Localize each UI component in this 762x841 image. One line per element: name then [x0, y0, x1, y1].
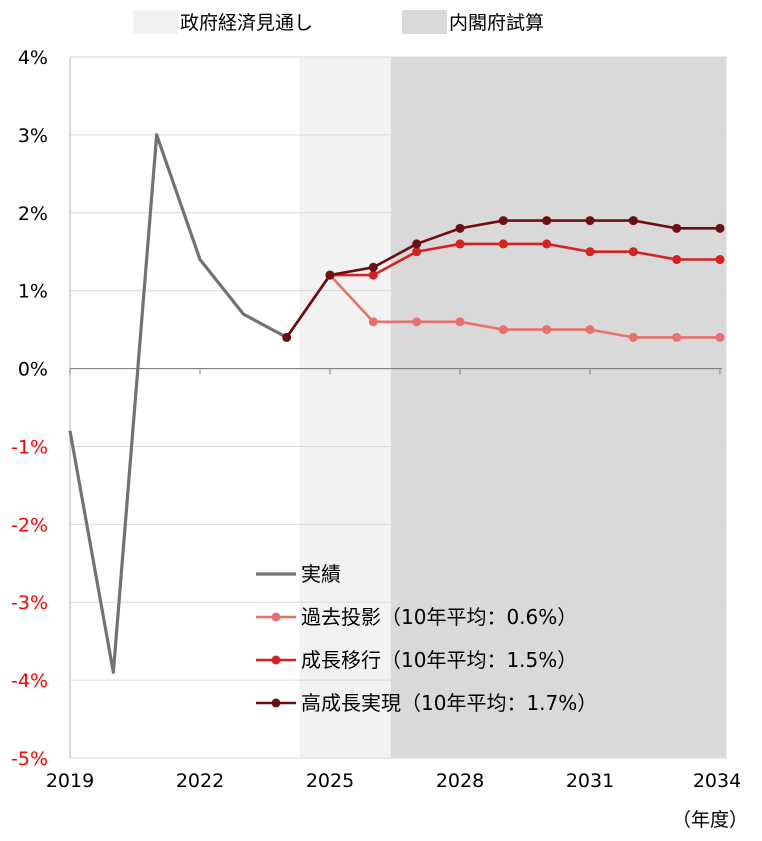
x-tick-label-3: 2028 — [436, 770, 484, 792]
gridlines — [70, 56, 727, 759]
series-1-point-2 — [368, 317, 378, 327]
series-2-point-4 — [455, 239, 465, 249]
series-1-point-10 — [715, 332, 725, 342]
y-tick-label-8: -4% — [11, 670, 48, 692]
legend-label-2: 成長移行（10年平均：1.5%） — [301, 648, 577, 672]
y-tick-label-7: -3% — [11, 592, 48, 614]
series-1-point-3 — [412, 317, 422, 327]
region-legend-swatch-0 — [133, 10, 178, 34]
y-tick-label-3: 1% — [18, 281, 48, 303]
series-3-point-4 — [455, 223, 465, 233]
x-tick-label-0: 2019 — [46, 770, 94, 792]
series-3-point-5 — [498, 216, 508, 226]
series-2-point-8 — [628, 247, 638, 257]
series-1-point-8 — [628, 332, 638, 342]
series-2-point-6 — [542, 239, 552, 249]
x-tick-label-1: 2022 — [176, 770, 224, 792]
region-legend-swatch-1 — [402, 10, 447, 34]
legend-marker-3 — [271, 698, 281, 708]
series-3-point-2 — [368, 262, 378, 272]
series-2-point-5 — [498, 239, 508, 249]
series-1-point-4 — [455, 317, 465, 327]
series-1-point-5 — [498, 325, 508, 335]
series-junction-point — [282, 332, 292, 342]
series-3-point-7 — [585, 216, 595, 226]
series-2-point-3 — [412, 247, 422, 257]
axes — [69, 57, 722, 758]
series-2-point-7 — [585, 247, 595, 257]
series-1-point-6 — [542, 325, 552, 335]
y-tick-label-0: 4% — [18, 47, 48, 69]
y-axis-tick-labels: 4% 3% 2% 1% 0% -1% -2% -3% -4% -5% — [11, 47, 48, 770]
legend-marker-1 — [271, 612, 281, 622]
series-1-point-9 — [672, 332, 682, 342]
x-tick-label-4: 2031 — [566, 770, 614, 792]
region-legend-label-0: 政府経済見通し — [180, 12, 313, 34]
x-tick-label-5: 2034 — [693, 770, 741, 792]
series-2-point-2 — [368, 270, 378, 280]
y-tick-label-2: 2% — [18, 203, 48, 225]
series-3-point-1 — [325, 270, 335, 280]
region-legend-label-1: 内閣府試算 — [449, 12, 544, 34]
shaded-region-0 — [299, 57, 391, 758]
series-2-point-9 — [672, 255, 682, 265]
series-3-point-6 — [542, 216, 552, 226]
series-line-0 — [68, 133, 288, 674]
series-lines — [68, 133, 725, 674]
series-1-point-7 — [585, 325, 595, 335]
series-3-point-10 — [715, 223, 725, 233]
legend-marker-2 — [271, 655, 281, 665]
series-2-point-10 — [715, 255, 725, 265]
x-axis-tick-labels: 2019 2022 2025 2028 2031 2034 — [46, 770, 741, 792]
series-3-point-3 — [412, 239, 422, 249]
region-legend: 政府経済見通し 内閣府試算 — [133, 10, 544, 34]
y-tick-label-9: -5% — [11, 748, 48, 770]
legend-label-0: 実績 — [301, 562, 341, 586]
shaded-region-1 — [390, 57, 727, 758]
shaded-regions — [299, 57, 727, 758]
y-tick-label-4: 0% — [18, 359, 48, 381]
y-tick-label-6: -2% — [11, 514, 48, 536]
y-tick-label-1: 3% — [18, 125, 48, 147]
series-3-point-9 — [672, 223, 682, 233]
legend-label-1: 過去投影（10年平均：0.6%） — [301, 605, 577, 629]
x-tick-label-2: 2025 — [306, 770, 354, 792]
y-tick-label-5: -1% — [11, 436, 48, 458]
series-3-point-8 — [628, 216, 638, 226]
x-axis-unit-label: （年度） — [672, 809, 748, 831]
legend-label-3: 高成長実現（10年平均：1.7%） — [301, 691, 597, 715]
